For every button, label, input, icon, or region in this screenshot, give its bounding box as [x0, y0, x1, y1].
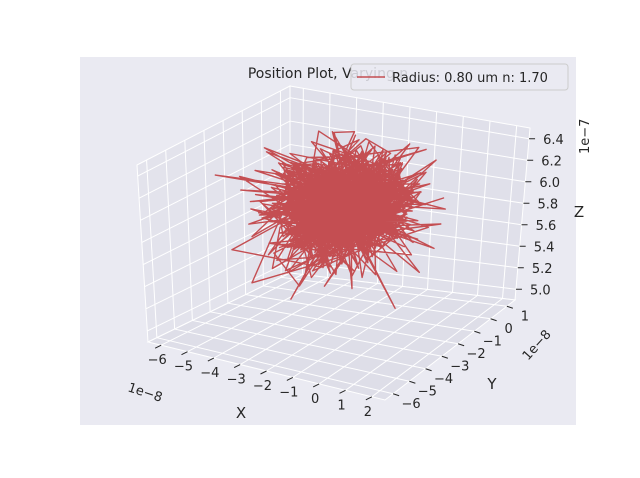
y-grid-line-left	[146, 160, 158, 338]
y-tick-label: −1	[483, 334, 502, 349]
y-tick	[392, 393, 400, 397]
x-tick-label: −2	[253, 379, 272, 394]
y-grid-line	[281, 276, 507, 307]
z-tick-label: 6.2	[541, 154, 562, 169]
x-grid-line	[292, 289, 428, 378]
z-grid-line	[289, 120, 528, 161]
y-grid-line-left	[203, 130, 211, 312]
z-offset-text: 1e−7	[578, 119, 593, 154]
z-tick-label: 5.4	[534, 240, 555, 255]
x-tick	[365, 396, 373, 401]
x-tick	[207, 357, 215, 362]
y-tick	[457, 343, 465, 347]
y-tick	[441, 355, 449, 359]
legend: Radius: 0.80 um n: 1.70	[350, 63, 569, 91]
y-grid-line	[263, 285, 491, 320]
z-axis-label: Z	[574, 203, 584, 221]
y-grid-line	[227, 302, 459, 345]
x-tick-label: −5	[174, 360, 193, 375]
x-tick	[339, 389, 346, 394]
y-tick-label: −3	[450, 359, 469, 374]
y-grid-line-left	[165, 150, 176, 330]
x-grid-line-back	[477, 120, 491, 296]
y-tick	[409, 380, 416, 384]
z-grid-line-left	[137, 97, 291, 177]
y-tick-label: −4	[434, 372, 453, 387]
legend-entry-label: Radius: 0.80 um n: 1.70	[392, 71, 548, 86]
legend-box	[350, 63, 569, 91]
y-tick-label: 1	[521, 309, 529, 324]
x-grid-line	[371, 298, 503, 398]
axis-ticks: −6 −5 −4 −3 −2 −1 0 1 2−6−5−4−3−2−1015.05.25.45.…	[148, 133, 564, 420]
x-tick-label: 2	[364, 405, 372, 420]
x-grid-line-back	[452, 116, 464, 293]
z-tick-label: 5.0	[530, 283, 551, 298]
x-tick	[181, 351, 188, 356]
x-grid-line-back	[427, 111, 438, 290]
x-grid-line	[213, 280, 353, 359]
x-axis-label: X	[236, 404, 246, 422]
y-tick	[490, 318, 497, 322]
x-tick-label: −1	[279, 385, 298, 400]
x-tick-label: −3	[227, 373, 246, 388]
z-grid-line-left	[144, 214, 291, 288]
z-grid-line-left	[138, 120, 291, 199]
z-grid-line-left	[140, 143, 291, 221]
z-grid-line-left	[147, 260, 291, 332]
y-tick-label: −5	[418, 384, 437, 399]
x-tick-label: 0	[311, 392, 319, 407]
trajectory-line	[214, 130, 446, 309]
y-grid-line	[192, 319, 426, 370]
z-tick-label: 6.0	[539, 176, 560, 191]
y-grid-line	[156, 337, 394, 395]
x-grid-line	[160, 274, 303, 346]
z-grid-line-left	[141, 167, 291, 243]
x-tick	[286, 376, 294, 381]
z-tick-label: 5.6	[536, 219, 557, 234]
x-grid-line-back	[502, 125, 518, 299]
y-tick-label: −2	[467, 347, 486, 362]
y-tick	[506, 305, 514, 309]
y-axis-label: Y	[486, 375, 497, 393]
z-tick-label: 5.2	[532, 262, 553, 277]
x-tick	[312, 383, 320, 388]
z-grid-line-left	[142, 190, 291, 266]
x-grid-line	[266, 286, 403, 372]
y-grid-line	[210, 311, 442, 357]
y-tick	[474, 330, 481, 334]
trajectory-series	[214, 130, 446, 309]
y-grid-line	[174, 328, 410, 382]
x-grid-line	[318, 292, 453, 385]
y-tick	[425, 368, 432, 372]
x-tick	[233, 364, 241, 369]
x-grid-line	[345, 295, 478, 391]
z-tick-label: 6.4	[543, 133, 564, 148]
y-grid-line-left	[241, 110, 247, 295]
x-tick	[154, 344, 162, 349]
z-grid-line	[289, 97, 530, 140]
y-grid-line	[245, 294, 475, 332]
y-tick-label: −6	[402, 397, 421, 412]
x-grid-line	[187, 277, 328, 353]
y-grid-line-left	[184, 140, 193, 321]
x-tick-label: 1	[337, 398, 345, 413]
x-grid-line	[239, 283, 378, 365]
z-tick-label: 5.8	[537, 197, 558, 212]
x-tick-label: −4	[200, 366, 219, 381]
x-tick	[260, 370, 267, 375]
x-tick-label: −6	[148, 353, 167, 368]
y-grid-line-left	[222, 120, 229, 304]
y-tick-label: 0	[504, 322, 512, 337]
